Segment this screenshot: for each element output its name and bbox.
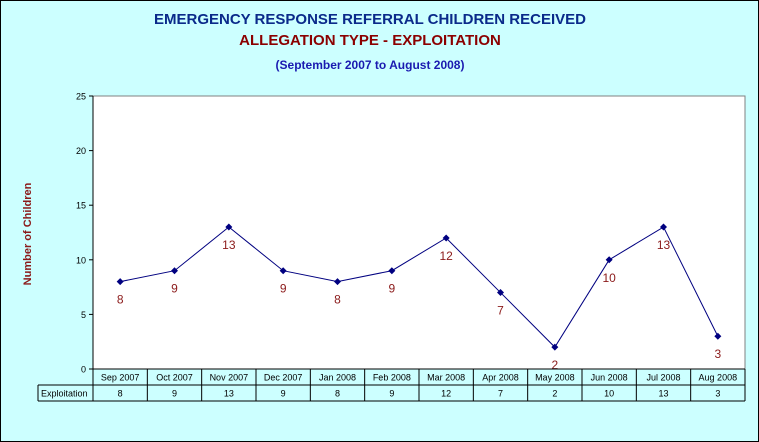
data-label: 2 <box>551 358 558 372</box>
data-point <box>497 289 504 297</box>
data-label: 9 <box>388 282 395 296</box>
data-label: 12 <box>439 249 453 263</box>
data-point <box>551 343 559 351</box>
y-tick-label: 5 <box>81 310 86 320</box>
series-line <box>120 226 719 348</box>
data-label: 9 <box>280 282 287 296</box>
data-label: 7 <box>497 304 504 318</box>
data-point <box>714 332 722 340</box>
x-category-label: Apr 2008 <box>482 373 519 383</box>
table-value: 10 <box>604 389 614 399</box>
table-value: 7 <box>498 389 503 399</box>
table-value: 3 <box>715 389 720 399</box>
table-value: 9 <box>172 389 177 399</box>
table-value: 8 <box>335 389 340 399</box>
y-tick-label: 0 <box>81 365 86 375</box>
data-label: 13 <box>222 238 236 252</box>
data-label: 13 <box>657 238 671 252</box>
data-label: 3 <box>714 347 721 361</box>
y-tick-label: 25 <box>76 92 86 102</box>
x-category-label: Aug 2008 <box>699 373 738 383</box>
x-category-label: Dec 2007 <box>264 373 303 383</box>
table-series-name: Exploitation <box>41 389 88 399</box>
x-category-label: Sep 2007 <box>101 373 140 383</box>
chart-period: (September 2007 to August 2008) <box>275 58 465 72</box>
x-category-label: Feb 2008 <box>373 373 411 383</box>
data-label: 10 <box>602 271 616 285</box>
data-point <box>605 256 613 264</box>
x-category-label: Oct 2007 <box>156 373 193 383</box>
data-point <box>171 267 178 275</box>
table-value: 13 <box>658 389 668 399</box>
chart-subtitle: ALLEGATION TYPE - EXPLOITATION <box>239 32 501 49</box>
data-point <box>334 278 341 286</box>
table-value: 9 <box>281 389 286 399</box>
plot-area <box>92 95 746 370</box>
data-point <box>225 223 233 231</box>
table-value: 13 <box>224 389 234 399</box>
data-point <box>660 223 667 231</box>
x-category-label: Jun 2008 <box>591 373 628 383</box>
table-value: 12 <box>441 389 451 399</box>
x-category-label: Nov 2007 <box>210 373 249 383</box>
data-label: 8 <box>334 293 341 307</box>
table-value: 9 <box>389 389 394 399</box>
data-point <box>279 267 287 275</box>
data-point <box>442 234 450 242</box>
data-point <box>388 267 396 275</box>
x-category-label: Jan 2008 <box>319 373 356 383</box>
x-category-label: Jul 2008 <box>646 373 680 383</box>
y-tick-label: 20 <box>76 146 86 156</box>
data-point <box>116 278 124 286</box>
y-tick-label: 10 <box>76 255 86 265</box>
data-label: 8 <box>117 293 124 307</box>
table-value: 8 <box>118 389 123 399</box>
chart-title: EMERGENCY RESPONSE REFERRAL CHILDREN REC… <box>153 11 586 28</box>
x-category-label: Mar 2008 <box>427 373 465 383</box>
y-tick-label: 15 <box>76 201 86 211</box>
data-label: 9 <box>171 282 178 296</box>
x-category-label: May 2008 <box>535 373 575 383</box>
table-value: 2 <box>552 389 557 399</box>
